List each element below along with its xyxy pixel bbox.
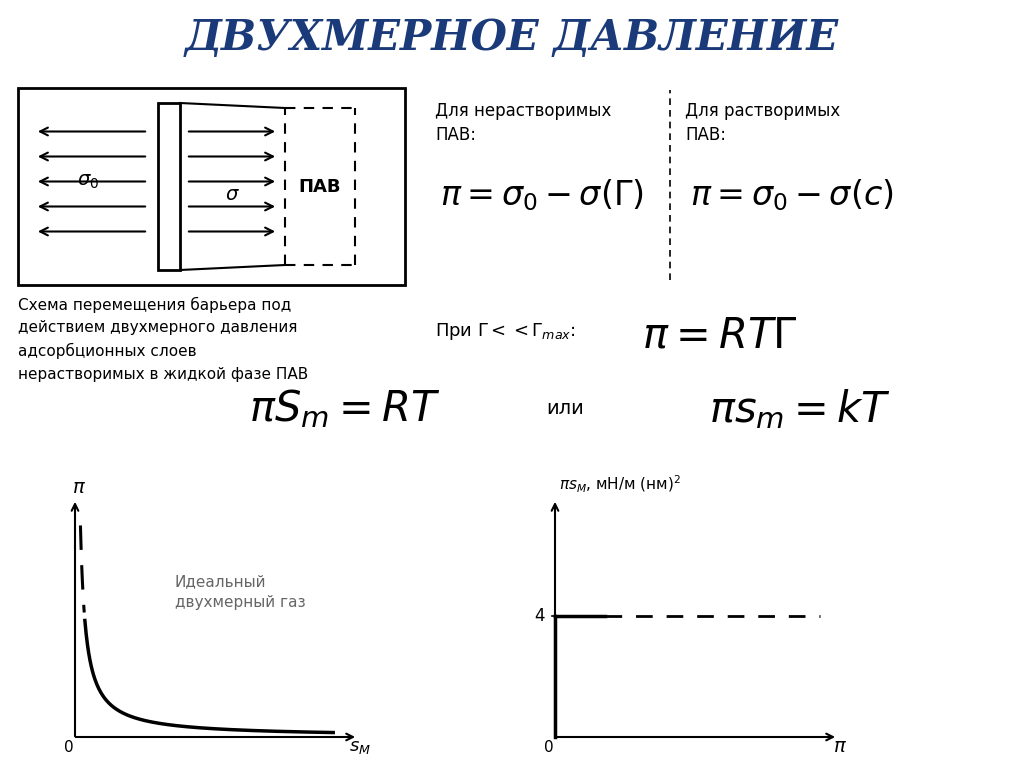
Text: $\pi$: $\pi$ — [833, 738, 847, 756]
Text: $\pi S_m = RT$: $\pi S_m = RT$ — [250, 387, 440, 430]
Bar — [158, 103, 180, 270]
Text: $\sigma$: $\sigma$ — [224, 185, 240, 204]
Text: 4: 4 — [535, 607, 545, 625]
Text: ПАВ: ПАВ — [299, 178, 341, 196]
Bar — [18, 88, 406, 285]
Text: Для растворимых
ПАВ:: Для растворимых ПАВ: — [685, 102, 841, 143]
Text: $\pi = \sigma_0 - \sigma(\Gamma)$: $\pi = \sigma_0 - \sigma(\Gamma)$ — [440, 177, 644, 213]
Text: $s_M$: $s_M$ — [349, 738, 371, 756]
Text: Идеальный
двухмерный газ: Идеальный двухмерный газ — [175, 574, 305, 610]
Text: $\pi = \sigma_0 - \sigma(c)$: $\pi = \sigma_0 - \sigma(c)$ — [690, 177, 894, 213]
Text: 0: 0 — [65, 739, 74, 755]
Text: $\sigma_0$: $\sigma_0$ — [77, 172, 99, 191]
Text: $\pi = RT\Gamma$: $\pi = RT\Gamma$ — [642, 314, 798, 356]
Text: $\pi s_M$, мН/м (нм)$^2$: $\pi s_M$, мН/м (нм)$^2$ — [559, 474, 681, 495]
Text: или: или — [546, 400, 584, 419]
Text: $\pi$: $\pi$ — [72, 478, 86, 497]
Text: При $\Gamma << \Gamma_{max}$:: При $\Gamma << \Gamma_{max}$: — [435, 321, 575, 343]
Text: Схема перемещения барьера под
действием двухмерного давления
адсорбционных слоев: Схема перемещения барьера под действием … — [18, 297, 308, 382]
Text: 0: 0 — [544, 739, 554, 755]
Text: ДВУХМЕРНОЕ ДАВЛЕНИЕ: ДВУХМЕРНОЕ ДАВЛЕНИЕ — [185, 17, 839, 59]
Text: $\pi s_m = kT$: $\pi s_m = kT$ — [710, 387, 891, 431]
Text: Для нерастворимых
ПАВ:: Для нерастворимых ПАВ: — [435, 102, 611, 143]
